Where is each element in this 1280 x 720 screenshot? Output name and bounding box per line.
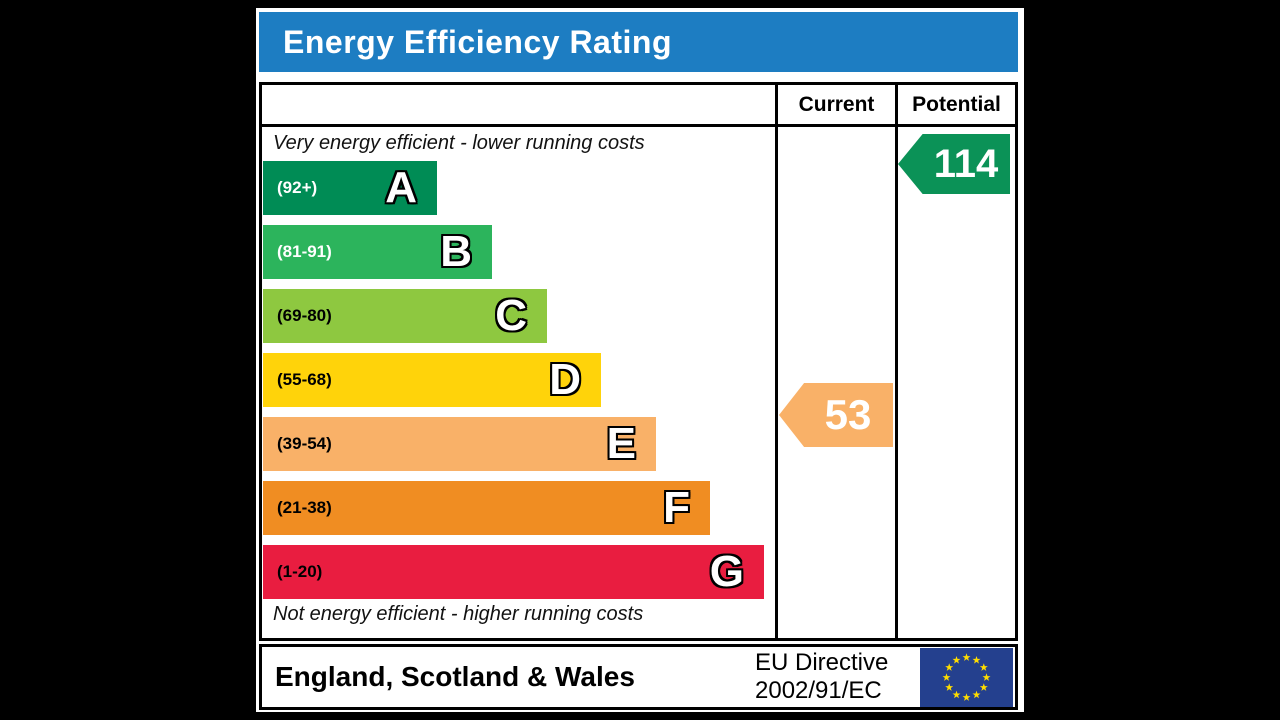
band-c-letter: C xyxy=(495,291,527,340)
band-b-range-label: (81-91) xyxy=(277,242,332,261)
eu-flag-icon xyxy=(920,648,1013,707)
current-rating-value: 53 xyxy=(824,391,872,438)
rating-table: Current Potential Very energy efficient … xyxy=(259,82,1018,641)
band-a-range-label: (92+) xyxy=(277,178,318,197)
potential-rating-arrow: 114 xyxy=(898,134,1010,194)
band-d-letter: D xyxy=(549,355,581,404)
band-a-letter: A xyxy=(385,163,417,212)
band-row-a: (92+) A xyxy=(263,161,437,215)
current-column-divider xyxy=(775,85,778,638)
band-b-letter: B xyxy=(440,227,472,276)
potential-header-label: Potential xyxy=(912,92,1001,116)
current-rating-arrow: 53 xyxy=(779,383,893,447)
potential-column-header: Potential xyxy=(898,85,1015,124)
potential-rating-value: 114 xyxy=(933,141,999,186)
band-d-range-label: (55-68) xyxy=(277,370,332,389)
band-g-letter: G xyxy=(709,547,744,596)
eu-directive-line2: 2002/91/EC xyxy=(755,677,882,704)
band-row-g: (1-20) G xyxy=(263,545,764,599)
band-f-letter: F xyxy=(663,483,690,532)
band-c-range-label: (69-80) xyxy=(277,306,332,325)
band-row-c: (69-80) C xyxy=(263,289,547,343)
band-e-range-label: (39-54) xyxy=(277,434,332,453)
top-note: Very energy efficient - lower running co… xyxy=(273,132,645,154)
bottom-note: Not energy efficient - higher running co… xyxy=(273,603,644,625)
band-row-e: (39-54) E xyxy=(263,417,656,471)
header-divider-line xyxy=(262,124,1015,127)
current-column-header: Current xyxy=(778,85,895,124)
footer-bar: England, Scotland & Wales EU Directive 2… xyxy=(259,644,1018,710)
page-title: Energy Efficiency Rating xyxy=(283,23,672,60)
band-row-f: (21-38) F xyxy=(263,481,710,535)
band-e-letter: E xyxy=(606,419,636,468)
current-header-label: Current xyxy=(798,92,875,116)
eu-directive-label: EU Directive 2002/91/EC xyxy=(755,649,888,705)
band-row-d: (55-68) D xyxy=(263,353,601,407)
footer-region-label: England, Scotland & Wales xyxy=(275,661,635,692)
potential-column-divider xyxy=(895,85,898,638)
band-row-b: (81-91) B xyxy=(263,225,492,279)
band-f-range-label: (21-38) xyxy=(277,498,332,517)
title-bar: Energy Efficiency Rating xyxy=(259,12,1018,72)
band-g-range-label: (1-20) xyxy=(277,562,323,581)
eu-directive-line1: EU Directive xyxy=(755,649,889,676)
epc-certificate: Energy Efficiency Rating Current Potenti… xyxy=(256,8,1024,712)
